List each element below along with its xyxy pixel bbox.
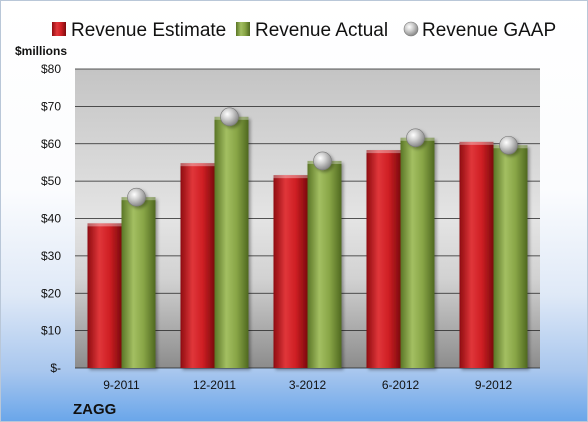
y-axis-unit-label: $millions [15,44,67,58]
revenue-estimate-bar [87,223,122,368]
company-label: ZAGG [73,401,116,418]
y-tick-label: $- [50,361,61,375]
revenue-gaap-marker [127,187,146,207]
bar-highlight [273,175,308,179]
bar-highlight [180,163,215,167]
bar-highlight [459,141,494,145]
revenue-gaap-marker [220,107,239,127]
y-tick-label: $60 [41,137,61,151]
y-tick-label: $20 [41,286,61,300]
revenue-actual-bar [214,116,249,368]
x-category-label: 3-2012 [289,378,327,392]
revenue-actual-bar [400,137,435,368]
x-category-label: 12-2011 [193,378,236,392]
bars [87,116,528,368]
y-tick-label: $80 [41,62,61,76]
gaap-markers [127,107,518,207]
revenue-estimate-bar [366,150,401,368]
x-category-label: 6-2012 [382,378,420,392]
x-axis-labels: 9-2011 12-2011 3-2012 6-2012 9-2012 [103,378,512,392]
revenue-gaap-marker [406,128,425,148]
x-category-label: 9-2012 [475,378,513,392]
y-tick-label: $40 [41,212,61,226]
revenue-estimate-bar [459,141,494,368]
revenue-estimate-bar [273,175,308,368]
y-tick-label: $10 [41,324,61,338]
y-tick-label: $30 [41,249,61,263]
revenue-gaap-marker [499,135,518,155]
revenue-estimate-bar [180,163,215,368]
legend-label: Revenue GAAP [422,20,556,41]
legend: Revenue Estimate Revenue Actual Revenue GA… [52,20,556,41]
x-category-label: 9-2011 [103,378,140,392]
revenue-gaap-marker [313,151,332,171]
y-tick-label: $50 [41,174,61,188]
bar-highlight [366,150,401,154]
legend-label: Revenue Estimate [71,20,226,41]
legend-swatch-revenue-estimate [52,22,66,36]
revenue-actual-bar [493,145,528,368]
legend-swatch-revenue-actual [236,22,250,36]
revenue-actual-bar [121,197,156,368]
legend-gaap-marker [403,21,419,37]
bar-highlight [87,223,122,227]
revenue-actual-bar [307,160,342,368]
legend-label: Revenue Actual [255,20,388,41]
y-tick-label: $70 [41,99,61,113]
y-axis-ticks: $- $10 $20 $30 $40 $50 $60 $70 $80 [41,62,61,375]
